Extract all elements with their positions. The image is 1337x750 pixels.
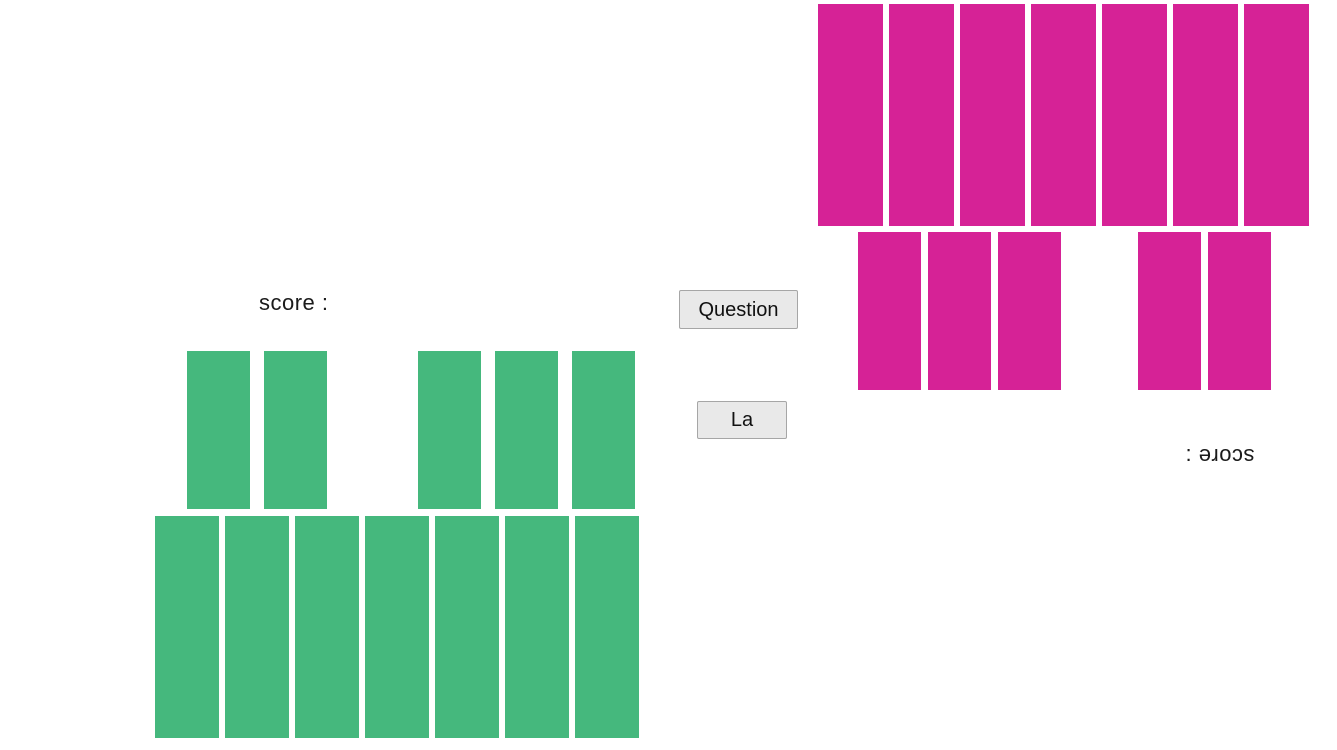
card[interactable] [435,516,499,738]
card[interactable] [928,232,991,390]
opponent-played-row [858,232,1271,390]
question-button[interactable]: Question [679,290,798,329]
player-played-row [187,351,635,509]
card[interactable] [365,516,429,738]
card[interactable] [225,516,289,738]
card[interactable] [858,232,921,390]
opponent-score-label: score : [1185,444,1255,469]
la-button[interactable]: La [697,401,787,439]
card[interactable] [1031,4,1096,226]
card[interactable] [1173,4,1238,226]
card[interactable] [418,351,481,509]
card[interactable] [1138,232,1201,390]
card[interactable] [575,516,639,738]
card[interactable] [495,351,558,509]
card[interactable] [505,516,569,738]
player-score-label: score : [259,290,329,315]
card[interactable] [572,351,635,509]
player-hand-row [155,516,639,738]
card[interactable] [155,516,219,738]
card[interactable] [998,232,1061,390]
card[interactable] [187,351,250,509]
card[interactable] [1102,4,1167,226]
card[interactable] [1244,4,1309,226]
card[interactable] [295,516,359,738]
card[interactable] [889,4,954,226]
card[interactable] [1208,232,1271,390]
card[interactable] [818,4,883,226]
card[interactable] [960,4,1025,226]
card[interactable] [264,351,327,509]
opponent-hand-row [818,4,1309,226]
